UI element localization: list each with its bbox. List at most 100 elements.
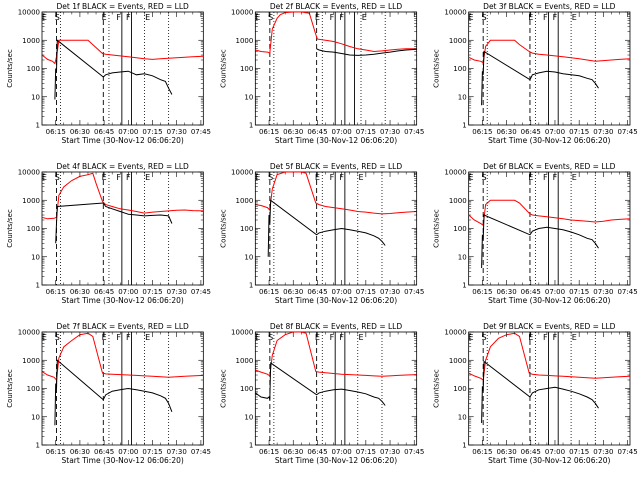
phase-marker-label: F (339, 13, 344, 22)
x-tick-label: 07:45 (191, 288, 211, 296)
y-tick-label: 1000 (22, 357, 40, 365)
y-tick-label: 100 (27, 385, 40, 393)
chart-title: Det 2f BLACK = Events, RED = LLD (270, 2, 403, 11)
phase-marker-label: F (543, 333, 548, 342)
x-axis-label: Start Time (30-Nov-12 06:06:20) (62, 456, 184, 465)
y-tick-label: 1 (249, 282, 253, 290)
plot-area (468, 332, 630, 445)
phase-marker-label: E (42, 173, 47, 182)
phase-marker-label: S (55, 13, 60, 22)
chart-panel-6: Det 6f BLACK = Events, RED = LLD 1 10 100 10… (433, 162, 638, 305)
phase-marker-label: S (481, 13, 486, 22)
chart-title: Det 3f BLACK = Events, RED = LLD (483, 2, 616, 11)
x-tick-label: 06:45 (521, 288, 541, 296)
plot-frame (41, 11, 204, 126)
y-tick-label: 100 (27, 225, 40, 233)
plot-frame (41, 171, 204, 286)
y-axis-label: Counts/sec (219, 49, 227, 88)
x-tick-label: 07:45 (617, 288, 637, 296)
phase-marker-label: F (553, 333, 558, 342)
y-tick-label: 10000 (231, 329, 253, 337)
y-tick-label: 1 (249, 122, 253, 130)
phase-marker-label: F (543, 173, 548, 182)
lld-series-line (468, 39, 630, 64)
lld-series-line (42, 172, 204, 220)
chart-title: Det 8f BLACK = Events, RED = LLD (270, 322, 403, 331)
x-tick-label: 07:00 (332, 128, 352, 136)
chart-title: Det 7f BLACK = Events, RED = LLD (57, 322, 190, 331)
plot-frame (254, 331, 418, 446)
x-tick-label: 06:15 (472, 128, 492, 136)
phase-marker-label: E (145, 173, 150, 182)
chart-panel-7: Det 7f BLACK = Events, RED = LLD 1 10 100 10… (6, 322, 211, 465)
x-tick-label: 06:15 (472, 448, 492, 456)
x-tick-label: 07:15 (569, 288, 589, 296)
lld-series-line (468, 332, 630, 381)
y-tick-label: 1 (462, 122, 466, 130)
y-tick-label: 1000 (236, 357, 254, 365)
events-series-line (481, 214, 599, 269)
phase-marker-label: E (469, 13, 474, 22)
x-tick-label: 07:00 (545, 128, 565, 136)
events-series-line (316, 48, 417, 56)
y-tick-label: 1 (462, 282, 466, 290)
x-tick-label: 07:00 (545, 288, 565, 296)
x-tick-label: 07:45 (617, 448, 637, 456)
y-tick-label: 1000 (449, 197, 467, 205)
y-tick-label: 10000 (444, 169, 466, 177)
lld-series-line (42, 332, 204, 382)
chart-panel-4: Det 4f BLACK = Events, RED = LLD 1 10 100 10… (6, 162, 211, 305)
y-tick-label: 10000 (18, 169, 40, 177)
x-tick-label: 07:00 (332, 448, 352, 456)
y-tick-label: 100 (240, 65, 253, 73)
phase-marker-label: E (572, 333, 577, 342)
x-tick-label: 07:45 (191, 448, 211, 456)
chart-title: Det 4f BLACK = Events, RED = LLD (57, 162, 190, 171)
x-tick-label: 07:15 (142, 128, 162, 136)
y-tick-label: 10 (458, 253, 467, 261)
y-axis-label: Counts/sec (6, 49, 14, 88)
x-tick-label: 07:15 (569, 128, 589, 136)
y-axis-label: Counts/sec (219, 369, 227, 408)
y-tick-label: 10 (31, 253, 40, 261)
chart-title: Det 5f BLACK = Events, RED = LLD (270, 162, 403, 171)
y-tick-label: 10000 (444, 329, 466, 337)
x-tick-label: 07:30 (167, 448, 187, 456)
lld-series-line (255, 12, 417, 54)
plot-frame (41, 331, 204, 446)
phase-marker-label: S (481, 333, 486, 342)
phase-marker-label: F (116, 173, 121, 182)
phase-marker-label: F (553, 173, 558, 182)
x-axis-label: Start Time (30-Nov-12 06:06:20) (62, 136, 184, 145)
x-tick-label: 06:45 (307, 128, 327, 136)
x-tick-label: 07:15 (356, 448, 376, 456)
x-tick-label: 06:45 (521, 448, 541, 456)
y-tick-label: 1000 (449, 357, 467, 365)
y-tick-label: 1000 (236, 37, 254, 45)
lld-series-line (255, 172, 417, 215)
phase-marker-label: S (55, 333, 60, 342)
y-tick-label: 100 (453, 385, 466, 393)
chart-panel-8: Det 8f BLACK = Events, RED = LLD 1 10 100 10… (219, 322, 424, 465)
x-tick-label: 07:00 (118, 128, 138, 136)
x-tick-label: 07:45 (404, 128, 424, 136)
x-axis-label: Start Time (30-Nov-12 06:06:20) (275, 456, 397, 465)
y-tick-label: 10 (31, 413, 40, 421)
phase-marker-label: E (102, 333, 107, 342)
events-series-line (481, 360, 599, 424)
events-series-line (55, 202, 173, 244)
y-axis-label: Counts/sec (433, 49, 441, 88)
chart-panel-5: Det 5f BLACK = Events, RED = LLD 1 10 100 10… (219, 162, 424, 305)
x-tick-label: 06:45 (94, 448, 114, 456)
phase-marker-label: E (42, 333, 47, 342)
phase-marker-label: E (42, 13, 47, 22)
x-tick-label: 06:45 (94, 288, 114, 296)
plot-area (42, 332, 204, 445)
phase-marker-label: E (358, 333, 363, 342)
x-tick-label: 06:15 (259, 288, 279, 296)
x-axis-label: Start Time (30-Nov-12 06:06:20) (488, 456, 610, 465)
x-tick-label: 06:30 (283, 288, 303, 296)
phase-marker-label: F (543, 13, 548, 22)
y-axis-label: Counts/sec (6, 209, 14, 248)
y-tick-label: 100 (27, 65, 40, 73)
